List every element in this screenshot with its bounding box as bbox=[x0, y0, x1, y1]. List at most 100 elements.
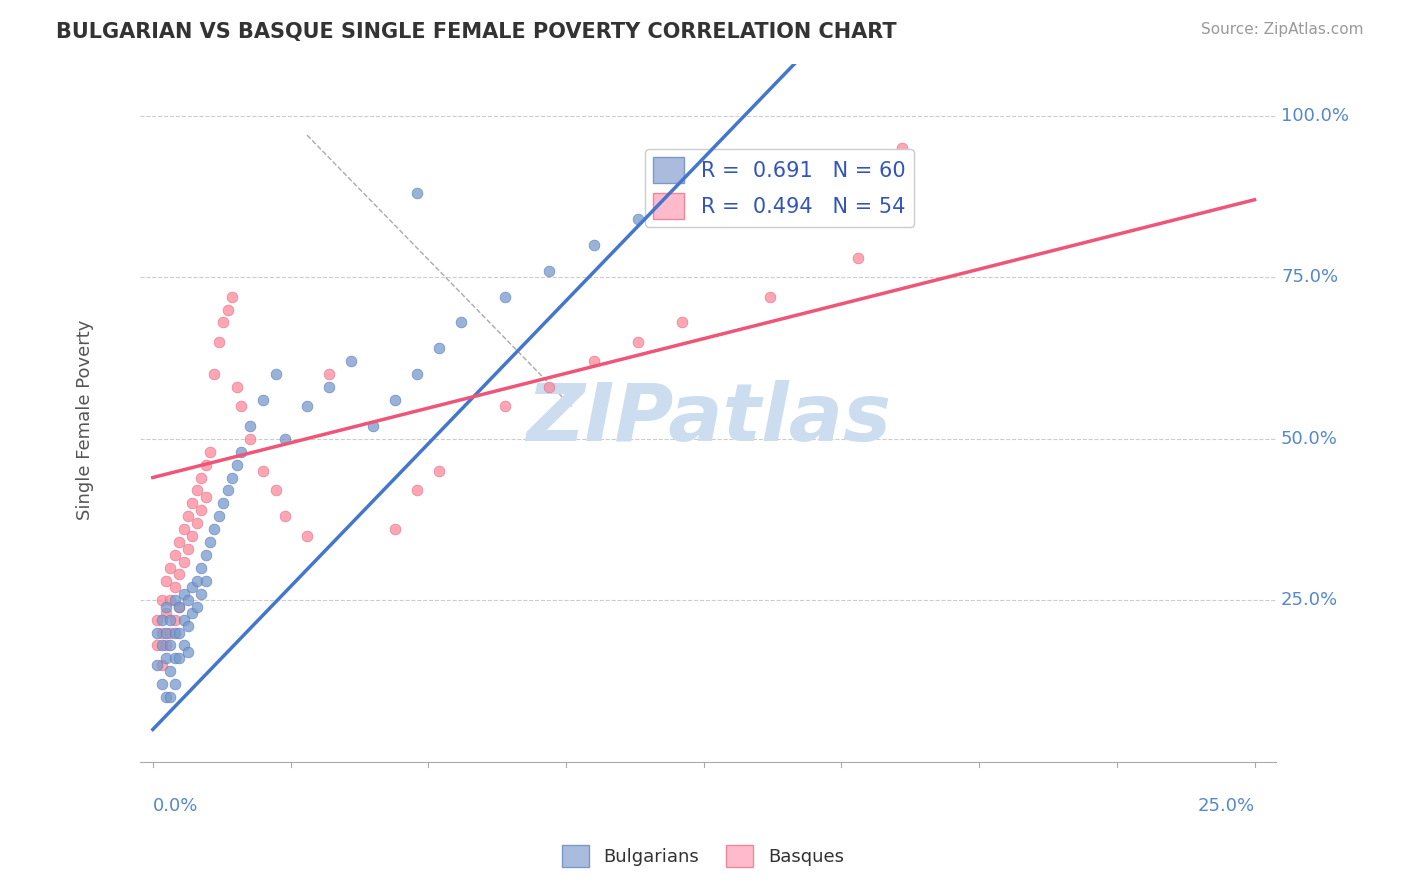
Text: 100.0%: 100.0% bbox=[1281, 107, 1348, 125]
Point bbox=[252, 392, 274, 407]
Point bbox=[225, 458, 247, 472]
Point bbox=[163, 548, 186, 562]
Point bbox=[846, 251, 869, 265]
Point bbox=[159, 613, 181, 627]
Point bbox=[714, 173, 737, 187]
Point bbox=[194, 458, 217, 472]
Point bbox=[406, 367, 429, 381]
Point bbox=[177, 645, 200, 659]
Point bbox=[626, 212, 648, 227]
Point bbox=[159, 690, 181, 705]
Point bbox=[177, 593, 200, 607]
Point bbox=[252, 464, 274, 478]
Point bbox=[217, 302, 239, 317]
Point bbox=[167, 599, 190, 614]
Point bbox=[155, 574, 177, 588]
Point bbox=[186, 599, 208, 614]
Point bbox=[384, 522, 406, 536]
Point bbox=[450, 316, 472, 330]
Point bbox=[212, 316, 235, 330]
Point bbox=[146, 613, 169, 627]
Point bbox=[173, 639, 195, 653]
Point bbox=[150, 677, 173, 691]
Point bbox=[177, 619, 200, 633]
Point bbox=[671, 316, 693, 330]
Point bbox=[295, 529, 318, 543]
Point bbox=[181, 496, 204, 510]
Point bbox=[198, 444, 221, 458]
Point bbox=[494, 400, 516, 414]
Point bbox=[427, 341, 450, 355]
Point bbox=[150, 657, 173, 672]
Text: 25.0%: 25.0% bbox=[1281, 591, 1339, 609]
Point bbox=[204, 522, 226, 536]
Point bbox=[146, 639, 169, 653]
Text: 0.0%: 0.0% bbox=[153, 797, 198, 815]
Point bbox=[181, 529, 204, 543]
Text: 25.0%: 25.0% bbox=[1198, 797, 1254, 815]
Point bbox=[163, 613, 186, 627]
Point bbox=[159, 625, 181, 640]
Point bbox=[181, 580, 204, 594]
Point bbox=[229, 444, 252, 458]
Text: BULGARIAN VS BASQUE SINGLE FEMALE POVERTY CORRELATION CHART: BULGARIAN VS BASQUE SINGLE FEMALE POVERT… bbox=[56, 22, 897, 42]
Point bbox=[150, 639, 173, 653]
Point bbox=[427, 464, 450, 478]
Point bbox=[150, 625, 173, 640]
Point bbox=[318, 367, 340, 381]
Point bbox=[167, 599, 190, 614]
Point bbox=[239, 432, 262, 446]
Point bbox=[264, 483, 287, 498]
Point bbox=[186, 516, 208, 530]
Legend: Bulgarians, Basques: Bulgarians, Basques bbox=[555, 838, 851, 874]
Point bbox=[212, 496, 235, 510]
Point bbox=[758, 290, 780, 304]
Point bbox=[159, 561, 181, 575]
Point bbox=[173, 587, 195, 601]
Point bbox=[225, 380, 247, 394]
Point bbox=[198, 535, 221, 549]
Point bbox=[190, 470, 212, 484]
Point bbox=[264, 367, 287, 381]
Point bbox=[167, 651, 190, 665]
Point bbox=[155, 639, 177, 653]
Text: ZIPatlas: ZIPatlas bbox=[526, 380, 890, 458]
Point bbox=[217, 483, 239, 498]
Text: Source: ZipAtlas.com: Source: ZipAtlas.com bbox=[1201, 22, 1364, 37]
Point bbox=[173, 613, 195, 627]
Point bbox=[163, 625, 186, 640]
Point bbox=[159, 593, 181, 607]
Point bbox=[538, 380, 561, 394]
Point bbox=[582, 354, 605, 368]
Point bbox=[155, 651, 177, 665]
Point bbox=[150, 593, 173, 607]
Point bbox=[384, 392, 406, 407]
Point bbox=[155, 625, 177, 640]
Point bbox=[582, 238, 605, 252]
Point bbox=[190, 587, 212, 601]
Point bbox=[318, 380, 340, 394]
Point bbox=[190, 561, 212, 575]
Point bbox=[167, 625, 190, 640]
Point bbox=[163, 580, 186, 594]
Point bbox=[173, 522, 195, 536]
Point bbox=[181, 606, 204, 620]
Text: Single Female Poverty: Single Female Poverty bbox=[76, 319, 94, 519]
Point bbox=[239, 418, 262, 433]
Point bbox=[167, 535, 190, 549]
Point bbox=[208, 334, 231, 349]
Point bbox=[155, 599, 177, 614]
Point bbox=[155, 606, 177, 620]
Point bbox=[295, 400, 318, 414]
Point bbox=[186, 483, 208, 498]
Point bbox=[494, 290, 516, 304]
Point bbox=[159, 639, 181, 653]
Point bbox=[177, 509, 200, 524]
Point bbox=[194, 548, 217, 562]
Text: 75.0%: 75.0% bbox=[1281, 268, 1339, 286]
Point bbox=[146, 657, 169, 672]
Point bbox=[177, 541, 200, 556]
Point bbox=[186, 574, 208, 588]
Point bbox=[146, 625, 169, 640]
Point bbox=[194, 490, 217, 504]
